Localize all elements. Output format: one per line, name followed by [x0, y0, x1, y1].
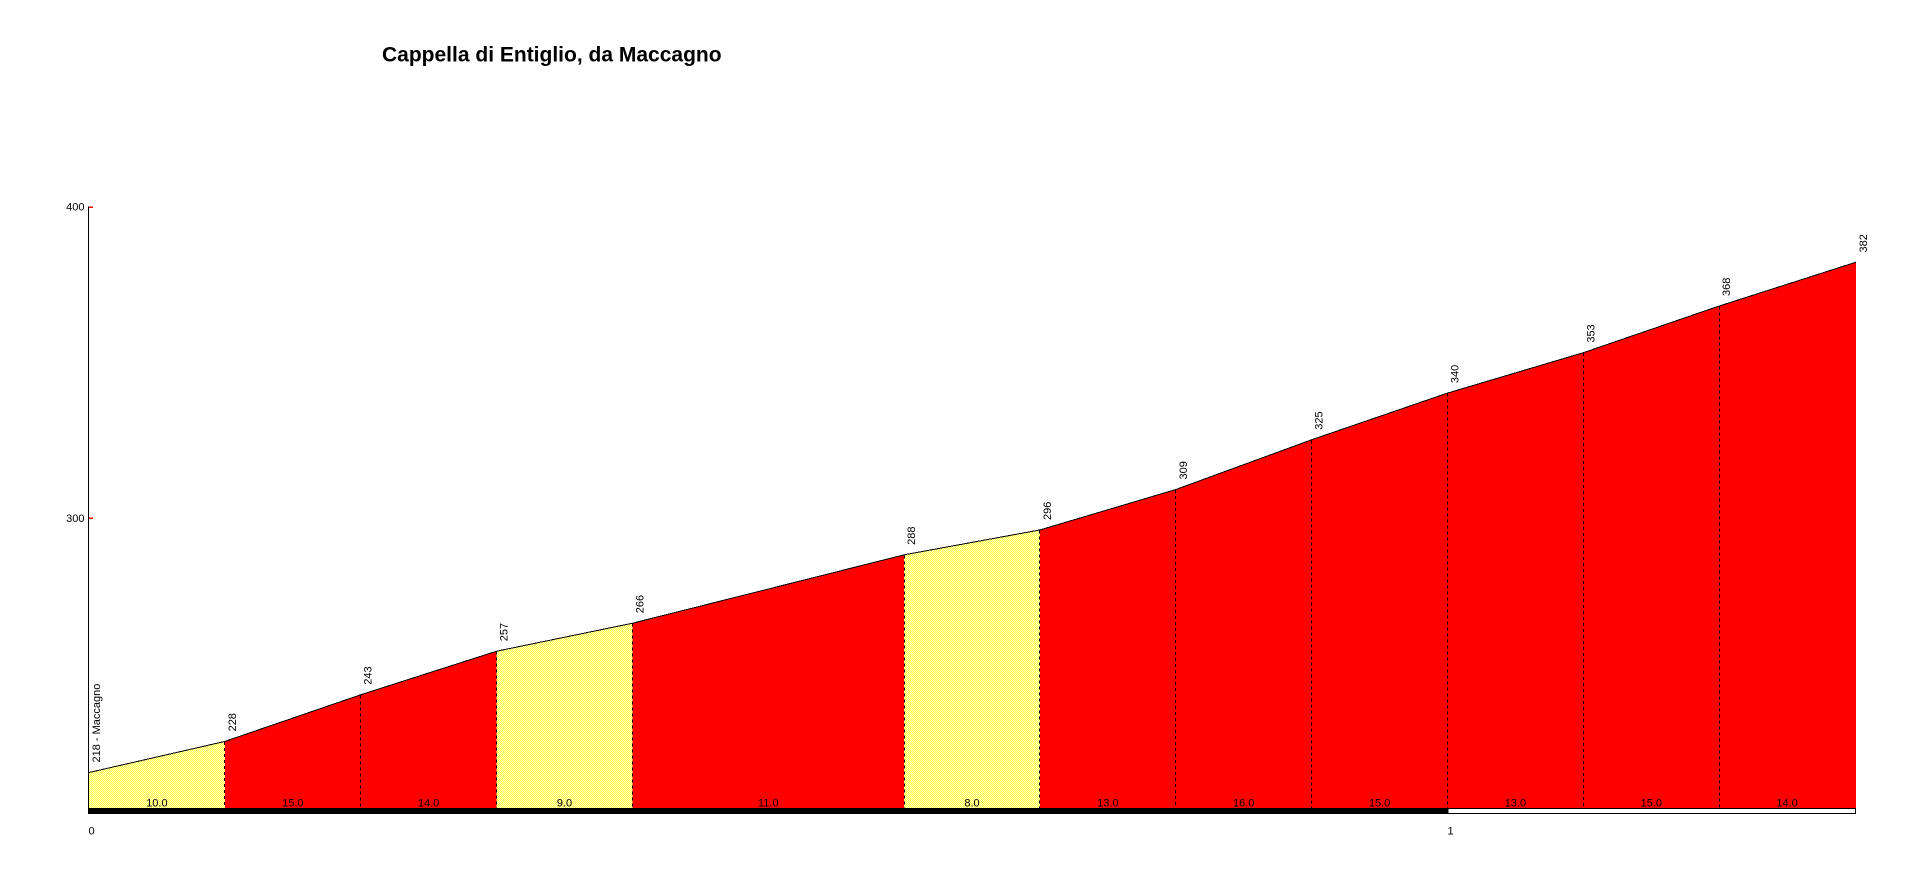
svg-text:266: 266	[634, 595, 646, 613]
svg-text:340: 340	[1450, 365, 1462, 383]
svg-text:1: 1	[1448, 826, 1454, 838]
svg-text:13.0: 13.0	[1097, 798, 1118, 810]
svg-text:11.0: 11.0	[758, 798, 779, 810]
svg-text:288: 288	[906, 526, 918, 544]
svg-text:296: 296	[1042, 502, 1054, 520]
svg-text:243: 243	[363, 666, 375, 684]
svg-text:0: 0	[89, 826, 95, 838]
svg-text:257: 257	[499, 623, 511, 641]
svg-text:8.0: 8.0	[964, 798, 979, 810]
svg-text:Cappella di Entiglio, da Macca: Cappella di Entiglio, da Maccagno	[382, 44, 722, 67]
svg-text:309: 309	[1178, 461, 1190, 479]
svg-text:300: 300	[66, 513, 84, 525]
svg-text:15.0: 15.0	[282, 798, 303, 810]
svg-text:353: 353	[1585, 324, 1597, 342]
svg-text:10.0: 10.0	[146, 798, 167, 810]
svg-text:14.0: 14.0	[418, 798, 439, 810]
svg-text:9.0: 9.0	[557, 798, 572, 810]
svg-text:13.0: 13.0	[1505, 798, 1526, 810]
svg-text:218 - Maccagno: 218 - Maccagno	[91, 684, 103, 763]
svg-text:15.0: 15.0	[1641, 798, 1662, 810]
svg-text:15.0: 15.0	[1369, 798, 1390, 810]
svg-text:368: 368	[1721, 278, 1733, 296]
svg-text:14.0: 14.0	[1776, 798, 1797, 810]
svg-text:382: 382	[1858, 234, 1870, 252]
svg-text:16.0: 16.0	[1233, 798, 1254, 810]
svg-text:325: 325	[1314, 411, 1326, 429]
svg-text:228: 228	[227, 713, 239, 731]
svg-text:400: 400	[66, 202, 84, 214]
